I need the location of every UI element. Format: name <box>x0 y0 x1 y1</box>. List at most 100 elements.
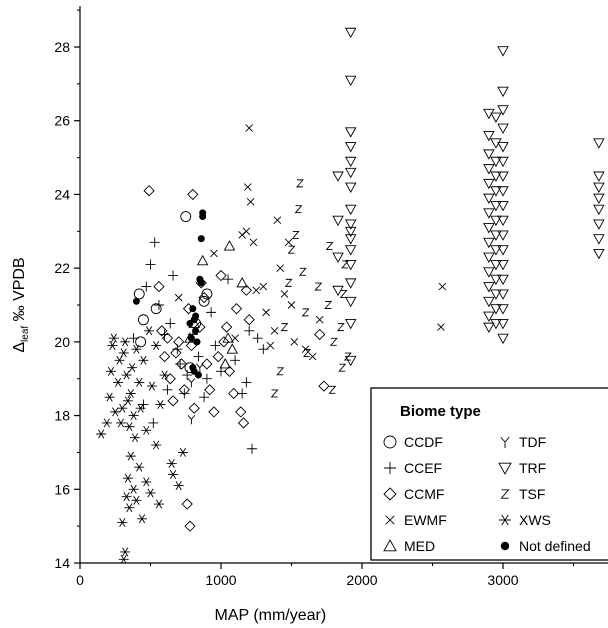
data-point <box>266 341 275 350</box>
data-point <box>344 296 357 308</box>
data-point <box>332 215 344 227</box>
data-point <box>223 274 234 285</box>
data-point <box>344 127 357 138</box>
data-point <box>243 314 255 326</box>
data-point <box>141 477 152 487</box>
data-point <box>593 234 605 245</box>
data-point <box>193 351 204 362</box>
data-point <box>252 286 261 295</box>
data-point <box>221 321 233 333</box>
data-point <box>149 237 160 248</box>
data-point <box>483 178 495 190</box>
axes: 0 1000 2000 3000 14 16 18 20 22 24 26 28 MAP (mm/yea… <box>11 9 574 624</box>
data-point <box>198 295 210 307</box>
data-point <box>164 373 176 385</box>
data-point <box>483 311 495 322</box>
legend-marker <box>383 435 397 449</box>
data-point <box>336 323 345 332</box>
data-point <box>108 333 119 343</box>
data-point <box>497 215 509 227</box>
data-point <box>128 484 139 494</box>
data-point <box>483 296 495 308</box>
data-point <box>187 378 196 388</box>
data-point <box>490 260 502 271</box>
data-point <box>231 334 239 342</box>
data-point <box>276 264 285 272</box>
data-point <box>96 429 107 439</box>
legend-label: XWS <box>519 512 551 528</box>
series-ccdf <box>133 211 213 374</box>
data-point <box>593 171 605 182</box>
data-point <box>201 373 212 384</box>
data-point <box>168 470 179 480</box>
data-point <box>201 358 213 370</box>
data-point <box>210 249 218 258</box>
data-point <box>238 231 246 239</box>
data-point <box>483 237 495 249</box>
data-point <box>497 171 509 182</box>
data-point <box>490 245 502 256</box>
data-point <box>490 156 502 168</box>
data-point <box>497 142 509 153</box>
data-point <box>223 365 236 377</box>
data-point <box>497 230 509 241</box>
data-point <box>182 370 193 381</box>
x-tick-label: 0 <box>76 572 84 588</box>
x-axis-title: MAP (mm/year) <box>214 607 326 624</box>
data-point <box>490 230 502 241</box>
data-point <box>295 179 304 188</box>
data-point <box>343 352 352 361</box>
data-point <box>593 204 605 216</box>
data-point <box>344 204 357 216</box>
data-point <box>143 185 155 197</box>
data-point <box>151 341 162 351</box>
data-point <box>199 209 207 217</box>
data-point <box>483 193 495 205</box>
data-point <box>344 182 357 193</box>
data-point <box>230 303 243 315</box>
data-point <box>497 186 509 197</box>
data-point <box>490 112 502 123</box>
data-point <box>125 451 136 461</box>
data-point <box>179 388 190 399</box>
data-point <box>161 332 174 344</box>
data-point <box>226 343 239 354</box>
data-point <box>131 344 142 354</box>
data-point <box>170 347 182 359</box>
data-point <box>280 290 289 298</box>
y-tick-label: 24 <box>54 186 70 202</box>
data-point <box>150 303 162 315</box>
data-point <box>153 300 164 310</box>
x-tick-label: 3000 <box>487 572 518 588</box>
series-tdf <box>187 363 204 425</box>
data-point <box>137 314 149 326</box>
data-point <box>490 138 502 149</box>
data-point <box>344 234 357 245</box>
data-point <box>490 215 502 227</box>
series-tsf <box>270 179 352 398</box>
data-point <box>245 124 254 132</box>
data-point <box>497 289 509 300</box>
data-point <box>483 164 495 175</box>
legend-marker <box>500 489 510 499</box>
data-point <box>314 282 323 291</box>
data-point <box>162 384 173 395</box>
data-point <box>270 326 279 335</box>
data-point <box>497 123 509 135</box>
data-point <box>153 280 165 293</box>
data-point <box>344 219 357 230</box>
data-point <box>208 406 220 418</box>
legend-label: TSF <box>519 486 545 502</box>
data-point <box>291 231 300 239</box>
data-point <box>270 389 279 398</box>
data-point <box>290 338 299 346</box>
data-point <box>249 238 258 247</box>
legend-marker <box>500 541 510 551</box>
data-point <box>490 289 502 300</box>
data-point <box>101 418 112 428</box>
data-point <box>294 205 303 214</box>
data-point <box>483 223 495 234</box>
y-tick-label: 16 <box>54 481 70 497</box>
data-point <box>128 411 139 421</box>
data-point <box>252 333 263 344</box>
